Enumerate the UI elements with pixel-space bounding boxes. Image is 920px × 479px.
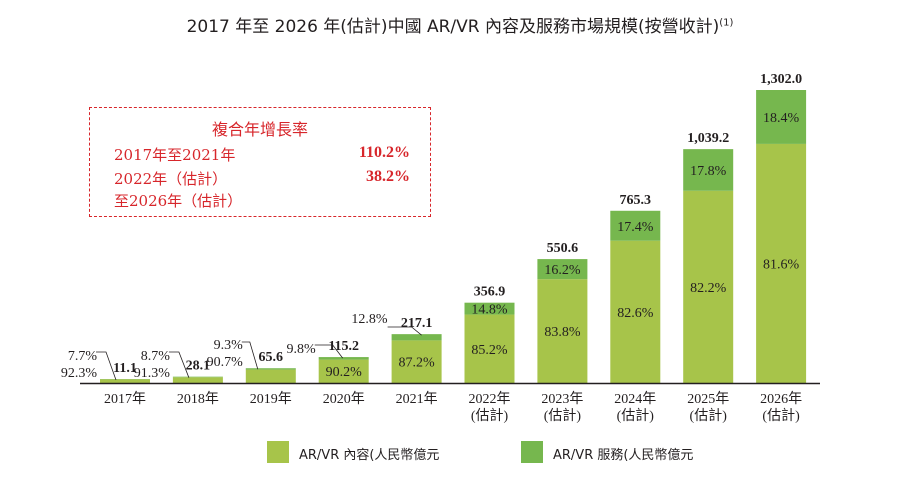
bar-service — [537, 259, 588, 280]
cagr-row: 2022年（估計） 38.2% — [114, 168, 410, 189]
total-label: 765.3 — [620, 193, 652, 208]
x-tick-sublabel: (估計) — [617, 408, 655, 424]
content-share-label: 90.2% — [326, 365, 363, 380]
cagr-heading: 複合年增長率 — [211, 120, 308, 139]
leader-line — [168, 351, 190, 378]
total-label: 550.6 — [547, 241, 579, 256]
service-share-label: 12.8% — [351, 312, 388, 327]
legend-swatch-content — [267, 441, 289, 463]
leader-line — [387, 326, 422, 336]
cagr-row: 2017年至2021年 110.2% — [114, 144, 410, 165]
chart-title-text: 2017 年至 2026 年(估計)中國 AR/VR 內容及服務市場規模(按營收… — [186, 17, 720, 37]
bar-content — [245, 369, 296, 383]
total-label: 28.1 — [186, 359, 211, 374]
cagr-box: 複合年增長率 2017年至2021年 110.2% 2022年（估計） 38.2… — [89, 107, 431, 217]
content-share-label: 90.7% — [207, 355, 244, 370]
cagr-row-value: 38.2% — [366, 168, 410, 185]
bar-content — [391, 340, 442, 383]
bar-service — [464, 302, 515, 315]
x-tick-label: 2025年 — [687, 391, 729, 407]
service-share-label: 8.7% — [141, 349, 171, 364]
bar-content — [100, 379, 150, 383]
x-tick-label: 2018年 — [177, 391, 219, 407]
bar-service — [391, 334, 442, 341]
bar-content — [464, 314, 515, 383]
x-tick-label: 2017年 — [104, 391, 146, 407]
content-share-label: 81.6% — [763, 257, 800, 272]
chart-title: 2017 年至 2026 年(估計)中國 AR/VR 內容及服務市場規模(按營收… — [0, 12, 920, 37]
bar-content — [683, 190, 734, 383]
service-share-label: 16.2% — [544, 263, 581, 278]
x-tick-label: 2023年 — [541, 391, 583, 407]
total-label: 1,302.0 — [760, 72, 802, 87]
cagr-row-value: 110.2% — [358, 144, 410, 161]
x-tick-label: 2019年 — [250, 391, 292, 407]
x-tick-label: 2022年 — [469, 391, 511, 407]
service-share-label: 9.8% — [287, 342, 317, 357]
total-label: 217.1 — [401, 316, 433, 331]
service-share-label: 7.7% — [68, 349, 98, 364]
cagr-row-label: 2022年（估計） — [114, 170, 228, 188]
content-share-label: 85.2% — [471, 343, 508, 358]
cagr-row-label: 2017年至2021年 — [114, 146, 236, 164]
leader-line — [241, 341, 259, 370]
bar-content — [756, 143, 807, 383]
bar-service — [318, 357, 369, 360]
content-share-label: 83.8% — [544, 325, 581, 340]
x-tick-sublabel: (估計) — [762, 408, 800, 424]
legend-label-service: AR/VR 服務(人民幣億元 — [553, 448, 694, 463]
cagr-row-label: 至2026年（估計） — [114, 192, 243, 210]
x-tick-sublabel: (估計) — [544, 408, 582, 424]
leader-line — [96, 351, 117, 381]
total-label: 1,039.2 — [687, 131, 729, 146]
x-tick-label: 2020年 — [323, 391, 365, 407]
bar-service — [756, 90, 807, 144]
service-share-label: 17.8% — [690, 164, 727, 179]
legend: AR/VR 內容(人民幣億元 AR/VR 服務(人民幣億元 — [0, 441, 920, 463]
content-share-label: 92.3% — [61, 366, 98, 381]
bar-chart: 11.1 2017年 7.7% 92.3% 28.1 2018年 8.7% 91.3% 65.6… — [61, 72, 820, 424]
service-share-label: 17.4% — [617, 220, 654, 235]
leader-line — [314, 344, 344, 359]
total-label: 65.6 — [259, 350, 284, 365]
bar-service — [172, 376, 223, 378]
content-share-label: 91.3% — [134, 366, 171, 381]
bar-service — [610, 210, 661, 241]
total-label: 356.9 — [474, 285, 506, 300]
cagr-row: 至2026年（估計） — [114, 190, 410, 211]
legend-label-content: AR/VR 內容(人民幣億元 — [299, 448, 440, 463]
x-tick-sublabel: (估計) — [690, 408, 728, 424]
content-share-label: 87.2% — [399, 356, 436, 371]
chart-title-note: (1) — [719, 17, 734, 29]
service-share-label: 14.8% — [471, 303, 508, 318]
x-tick-label: 2021年 — [396, 391, 438, 407]
x-tick-label: 2024年 — [614, 391, 656, 407]
total-label: 115.2 — [328, 339, 359, 354]
x-tick-sublabel: (估計) — [471, 408, 509, 424]
service-share-label: 18.4% — [763, 111, 800, 126]
legend-swatch-service — [521, 441, 543, 463]
bar-service — [245, 368, 296, 370]
service-share-label: 9.3% — [214, 338, 244, 353]
total-label: 11.1 — [113, 361, 137, 376]
bar-content — [172, 377, 223, 383]
bar-service — [683, 149, 734, 191]
bar-content — [537, 279, 588, 383]
bar-content — [610, 240, 661, 383]
content-share-label: 82.6% — [617, 306, 654, 321]
bar-content — [318, 359, 369, 383]
content-share-label: 82.2% — [690, 281, 727, 296]
x-tick-label: 2026年 — [760, 391, 802, 407]
